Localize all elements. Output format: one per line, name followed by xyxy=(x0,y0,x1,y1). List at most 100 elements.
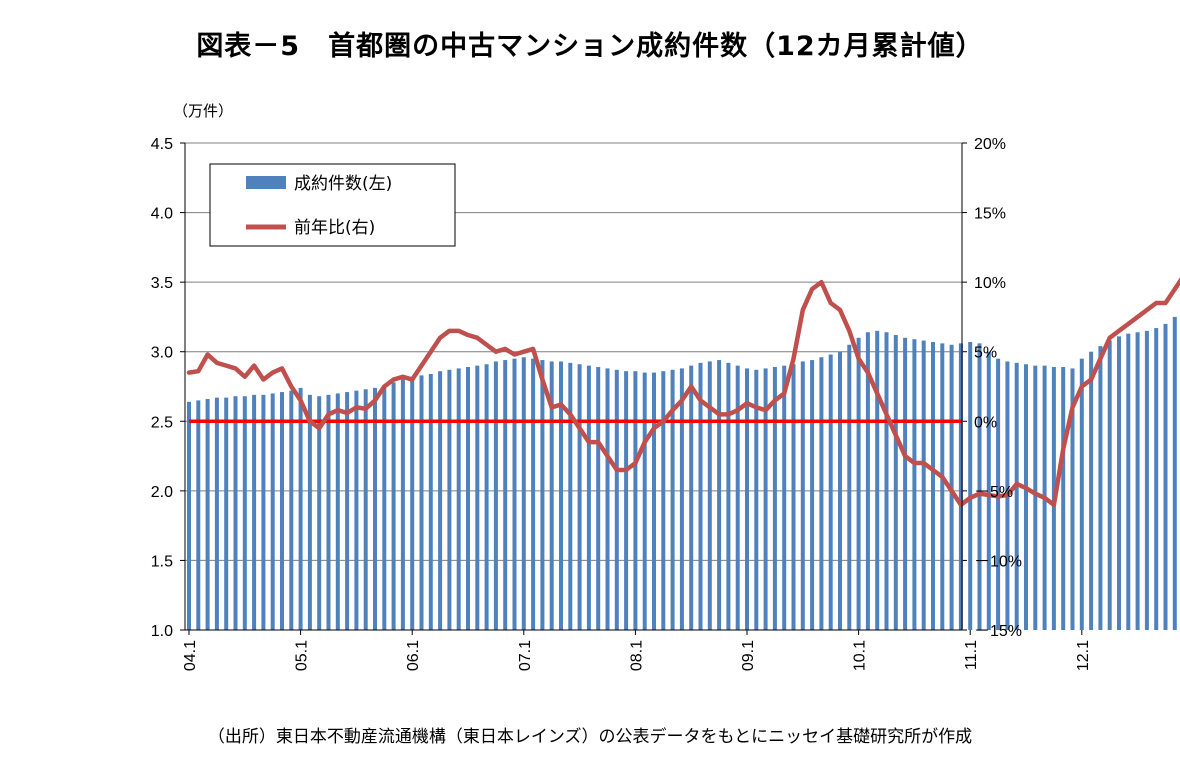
bar xyxy=(354,390,359,630)
bar xyxy=(865,332,870,630)
bar xyxy=(214,397,219,630)
bar xyxy=(763,368,768,630)
chart-source-note: （出所）東日本不動産流通機構（東日本レインズ）の公表データをもとにニッセイ基礎研… xyxy=(207,727,973,747)
bar xyxy=(875,330,880,630)
legend-label-line: 前年比(右) xyxy=(294,218,375,238)
bar xyxy=(586,365,591,630)
bar xyxy=(782,365,787,630)
bar xyxy=(400,379,405,630)
bar xyxy=(1135,332,1140,630)
y-left-tick-label: 3.0 xyxy=(151,345,173,362)
bar xyxy=(614,369,619,630)
y-right-tick-label: 10% xyxy=(974,275,1006,292)
bar xyxy=(670,369,675,630)
x-tick-label: 10.1 xyxy=(852,640,869,671)
bar xyxy=(224,397,229,630)
bar xyxy=(689,365,694,630)
y-left-tick-label: 3.5 xyxy=(151,275,173,292)
bar xyxy=(196,400,201,630)
y-left-tick-labels: 1.0 1.5 2.0 2.5 3.0 3.5 4.0 4.5 xyxy=(151,136,173,640)
x-tick-label: 07.1 xyxy=(517,640,534,671)
bar xyxy=(531,358,536,630)
bar xyxy=(233,396,238,630)
bar xyxy=(856,337,861,630)
bar xyxy=(456,368,461,630)
x-tick-label: 09.1 xyxy=(740,640,757,671)
bar xyxy=(698,362,703,630)
bar xyxy=(679,368,684,630)
y-right-tick-label: －15% xyxy=(974,623,1022,640)
bar xyxy=(298,387,303,630)
y-left-tick-label: 1.5 xyxy=(151,553,173,570)
bar xyxy=(484,364,489,630)
bar xyxy=(363,389,368,630)
bar xyxy=(549,361,554,630)
bar xyxy=(1061,367,1066,630)
bar xyxy=(317,396,322,630)
bar xyxy=(838,351,842,630)
bar xyxy=(559,361,563,630)
bar xyxy=(382,385,387,630)
bar xyxy=(1117,336,1121,630)
y-left-tick-label: 2.5 xyxy=(151,414,173,431)
bar xyxy=(735,365,740,630)
x-tick-label: 12.1 xyxy=(1075,640,1092,671)
bar xyxy=(503,360,508,630)
y-right-tick-label: 5% xyxy=(974,345,997,362)
bar xyxy=(884,332,889,630)
yoy-line xyxy=(186,277,1180,508)
bar-series xyxy=(187,316,1177,630)
bar xyxy=(540,360,545,630)
bar xyxy=(810,360,815,630)
y-right-tick-label: 20% xyxy=(974,136,1006,153)
x-tick-label: 05.1 xyxy=(294,640,311,671)
bar xyxy=(270,393,275,630)
bar xyxy=(568,362,573,630)
chart-title: 図表－5 首都圏の中古マンション成約件数（12カ月累計値） xyxy=(196,31,984,62)
bar xyxy=(642,372,647,630)
bar xyxy=(1070,368,1075,630)
bar xyxy=(438,371,443,630)
bar xyxy=(754,369,759,630)
bar xyxy=(1107,340,1112,630)
bar xyxy=(717,360,722,630)
bar xyxy=(521,357,526,630)
bar xyxy=(1144,330,1149,630)
bar xyxy=(940,343,945,630)
y-left-tick-label: 1.0 xyxy=(151,623,173,640)
bar xyxy=(187,401,191,630)
bar xyxy=(977,343,982,630)
bar xyxy=(1024,364,1028,630)
y-left-tick-label: 2.0 xyxy=(151,484,173,501)
x-tick-label: 11.1 xyxy=(963,640,980,670)
bar xyxy=(447,369,452,630)
bar xyxy=(661,371,666,630)
bar xyxy=(419,375,424,630)
y-right-tick-label: －10% xyxy=(974,553,1022,570)
y-right-tick-labels: －15% －10% －5% 0% 5% 10% 15% 20% xyxy=(974,136,1022,640)
bar xyxy=(289,390,294,630)
bar xyxy=(280,392,284,630)
x-tick-label: 04.1 xyxy=(182,640,199,671)
bar xyxy=(1154,328,1159,630)
bar xyxy=(261,394,266,630)
bar xyxy=(1098,346,1103,630)
bar xyxy=(475,365,480,630)
bar xyxy=(791,364,796,630)
bar xyxy=(772,367,777,630)
axes xyxy=(184,143,1083,635)
bar xyxy=(726,362,731,630)
bar xyxy=(903,337,908,630)
bar xyxy=(819,357,824,630)
bar xyxy=(466,367,470,630)
line-series xyxy=(186,277,1180,508)
bar xyxy=(1089,351,1094,630)
bar xyxy=(512,358,517,630)
y-left-tick-label: 4.0 xyxy=(151,206,173,223)
bar xyxy=(652,372,656,630)
bar xyxy=(624,371,629,630)
legend-label-bar: 成約件数(左) xyxy=(294,174,392,194)
x-tick-labels: 04.105.106.107.108.109.110.111.112.113.1… xyxy=(182,640,1092,671)
bar xyxy=(912,339,917,630)
